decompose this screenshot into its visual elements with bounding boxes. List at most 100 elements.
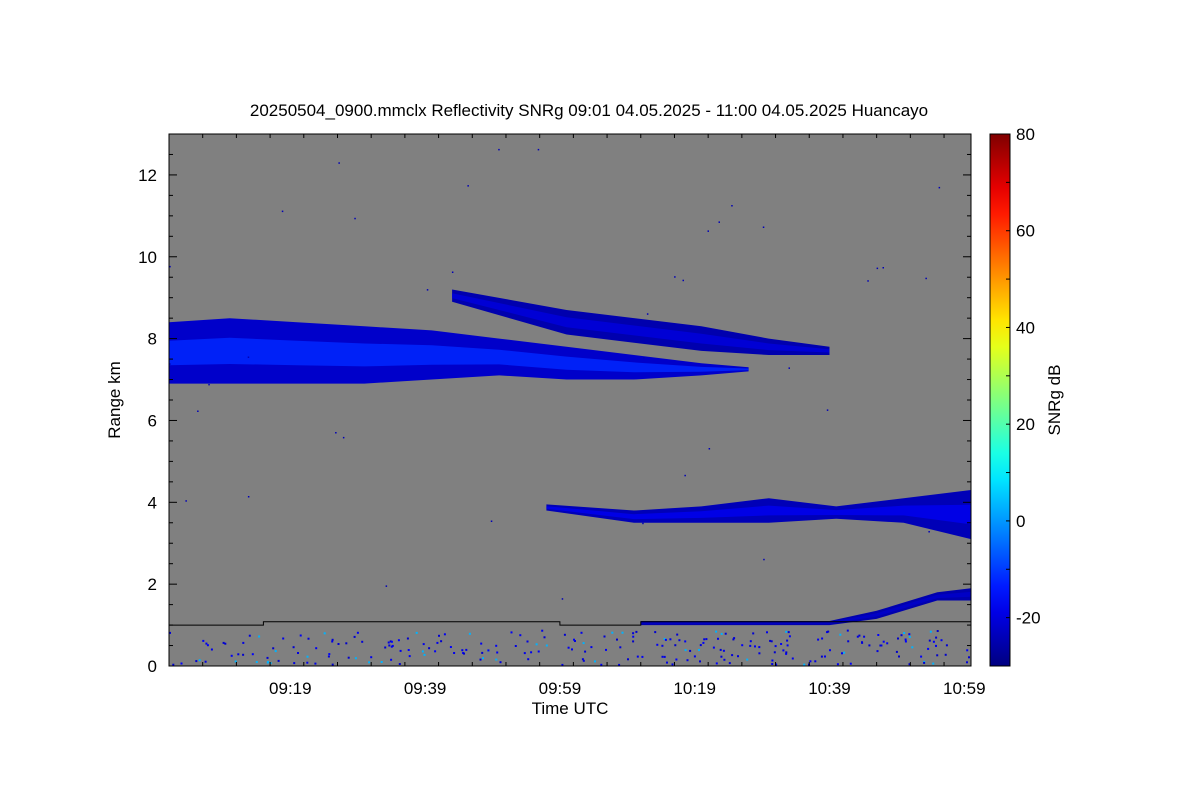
noise-speckle [467,185,469,187]
y-tick-label: 4 [148,493,157,512]
noise-speckle [293,662,296,665]
x-tick-label: 10:59 [943,679,986,698]
noise-speckle [787,631,790,634]
noise-speckle [338,162,340,164]
noise-speckle [197,410,199,412]
noise-speckle [632,640,635,643]
noise-speckle [465,648,468,651]
noise-speckle [932,640,935,643]
noise-speckle [908,663,911,666]
noise-speckle [277,659,280,662]
noise-speckle [728,662,731,665]
y-tick-label: 10 [138,248,157,267]
noise-speckle [345,642,348,645]
noise-speckle [841,652,843,655]
noise-speckle [368,661,371,664]
noise-speckle [635,630,638,633]
noise-speckle [791,657,794,660]
noise-speckle [169,631,171,634]
noise-speckle [669,638,672,641]
noise-speckle [563,633,566,636]
noise-speckle [461,649,464,652]
noise-speckle [879,644,882,647]
noise-speckle [788,367,790,369]
noise-speckle [370,656,373,659]
colorbar-ticks: -20 0 20 40 60 80 [1006,125,1041,667]
noise-speckle [306,661,309,664]
noise-speckle [932,662,935,665]
noise-speckle [847,640,850,643]
noise-speckle [966,661,968,664]
noise-speckle [172,663,175,666]
noise-speckle [720,632,723,635]
noise-speckle [674,644,677,647]
noise-speckle [863,635,866,638]
noise-speckle [561,598,564,600]
noise-speckle [722,649,725,652]
noise-speckle [247,496,250,498]
colorbar-tick-label: 0 [1016,512,1025,531]
noise-speckle [481,651,484,654]
noise-speckle [775,663,778,666]
noise-speckle [674,276,676,278]
noise-speckle [397,639,400,642]
noise-speckle [299,634,302,637]
noise-speckle [315,647,318,650]
noise-speckle [684,474,686,477]
noise-speckle [388,644,391,647]
noise-speckle [605,648,607,651]
noise-speckle [936,654,939,657]
y-tick-label: 8 [148,330,157,349]
noise-speckle [861,641,863,644]
colorbar-tick-label: 40 [1016,318,1035,337]
noise-speckle [944,653,947,656]
noise-speckle [255,661,258,663]
noise-speckle [205,642,208,645]
noise-speckle [621,631,624,634]
noise-speckle [780,643,783,645]
noise-speckle [281,210,284,213]
noise-speckle [510,631,513,634]
noise-speckle [809,660,812,663]
overlay-height-line [169,621,971,626]
noise-speckle [817,638,820,641]
noise-speckle [269,662,272,665]
noise-speckle [198,659,201,662]
noise-speckle [354,657,357,660]
noise-speckle [882,640,885,643]
noise-speckle [185,500,187,502]
noise-speckle [561,663,564,666]
noise-speckle [732,638,735,641]
noise-speckle [676,633,679,636]
noise-speckle [567,646,570,649]
noise-speckle [573,638,575,641]
noise-speckle [886,642,889,645]
noise-speckle [408,655,411,658]
noise-speckle [827,630,830,633]
noise-speckle [702,641,705,644]
noise-speckle [923,661,926,664]
noise-speckle [526,640,529,643]
noise-speckle [731,205,733,207]
noise-speckle [574,640,576,642]
noise-speckle [904,640,907,643]
echo-layer-core-2 [546,504,971,525]
noise-speckle [876,650,879,653]
noise-speckle [911,646,914,649]
colorbar: -20 0 20 40 60 80 SNRg dB [989,125,1064,667]
noise-speckle [663,637,666,640]
noise-speckle [746,658,749,661]
noise-speckle [443,633,446,636]
noise-speckle [773,651,776,654]
noise-speckle [195,660,198,663]
noise-speckle [594,660,596,663]
noise-speckle [785,652,788,655]
noise-speckle [936,630,939,632]
noise-speckle [715,662,718,665]
noise-speckle [715,630,718,633]
noise-speckle [699,644,702,647]
noise-speckle [331,638,334,641]
noise-speckle [898,655,900,658]
noise-speckle [434,650,437,653]
noise-speckle [307,637,310,640]
